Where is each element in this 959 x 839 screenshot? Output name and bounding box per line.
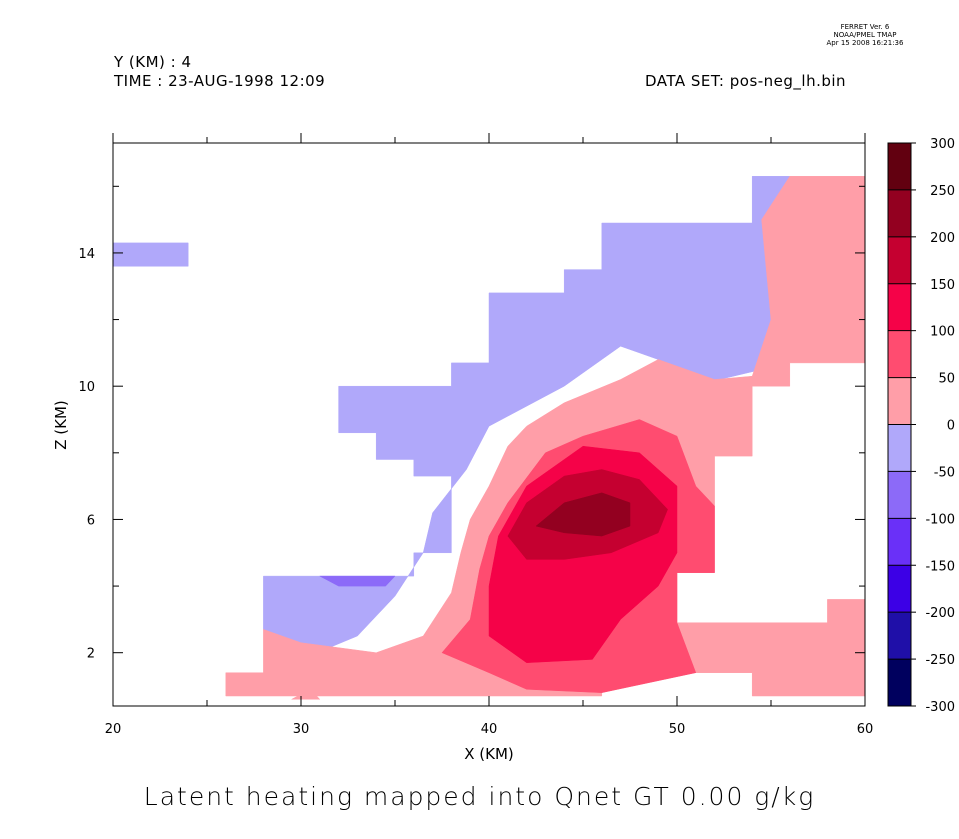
colorbar-swatch [888,283,911,331]
colorbar-swatch [888,330,911,378]
colorbar-label: 300 [930,137,955,152]
colorbar-label: 250 [930,184,955,199]
x-tick-label: 30 [293,722,310,737]
x-tick-label: 60 [857,722,874,737]
colorbar-swatch [888,565,911,613]
colorbar-swatch [888,236,911,284]
y-tick-label: 2 [87,647,95,662]
y-slice-label: Y (KM) : 4 [114,53,192,71]
contour-region-8 [291,688,321,700]
time-label: TIME : 23-AUG-1998 12:09 [114,72,326,90]
colorbar-label: 50 [938,372,955,387]
colorbar-label: -100 [925,512,955,527]
dataset-label: DATA SET: pos-neg_lh.bin [645,72,847,90]
colorbar-swatch [888,189,911,237]
colorbar-label: -250 [925,653,955,668]
colorbar-swatch [888,424,911,472]
ferret-version-stamp: FERRET Ver. 6 NOAA/PMEL TMAP Apr 15 2008… [815,23,915,47]
contour-region-0 [112,242,189,267]
contour-region-3 [319,575,396,587]
colorbar-label: -50 [934,465,955,480]
colorbar-label: 150 [930,278,955,293]
contour-regions [112,176,866,700]
y-tick-label: 10 [78,380,95,395]
stamp-line-2: NOAA/PMEL TMAP [833,31,897,39]
contour-region-1 [263,176,791,660]
colorbar-label: -150 [925,559,955,574]
chart-title: Latent heating mapped into Qnet GT 0.00 … [143,782,816,811]
colorbar-swatch [888,143,911,190]
y-axis-title: Z (KM) [52,400,70,450]
colorbar-swatch [888,518,911,566]
y-tick-label: 6 [87,513,95,528]
colorbar-label: 0 [947,419,955,434]
x-axis-title: X (KM) [464,745,514,763]
x-tick-label: 40 [481,722,498,737]
colorbar-label: 200 [930,231,955,246]
colorbar-label: -200 [925,606,955,621]
colorbar-label: 100 [930,325,955,340]
colorbar-label: -300 [925,700,955,715]
stamp-line-3: Apr 15 2008 16:21:36 [826,39,904,47]
x-tick-label: 50 [669,722,686,737]
contour-region-7 [535,492,631,537]
contour-region-2 [225,176,866,697]
colorbar-swatch [888,659,911,706]
colorbar-swatch [888,471,911,519]
colorbar-swatch [888,377,911,425]
axes: 20 30 40 50 60 2 6 10 14 [78,133,873,737]
stamp-line-1: FERRET Ver. 6 [840,23,890,31]
colorbar-swatch [888,612,911,660]
y-tick-label: 14 [78,247,95,262]
x-tick-label: 20 [105,722,122,737]
colorbar: 300 250 200 150 100 50 0 -50 -100 -150 -200 -250 -30… [887,137,955,715]
